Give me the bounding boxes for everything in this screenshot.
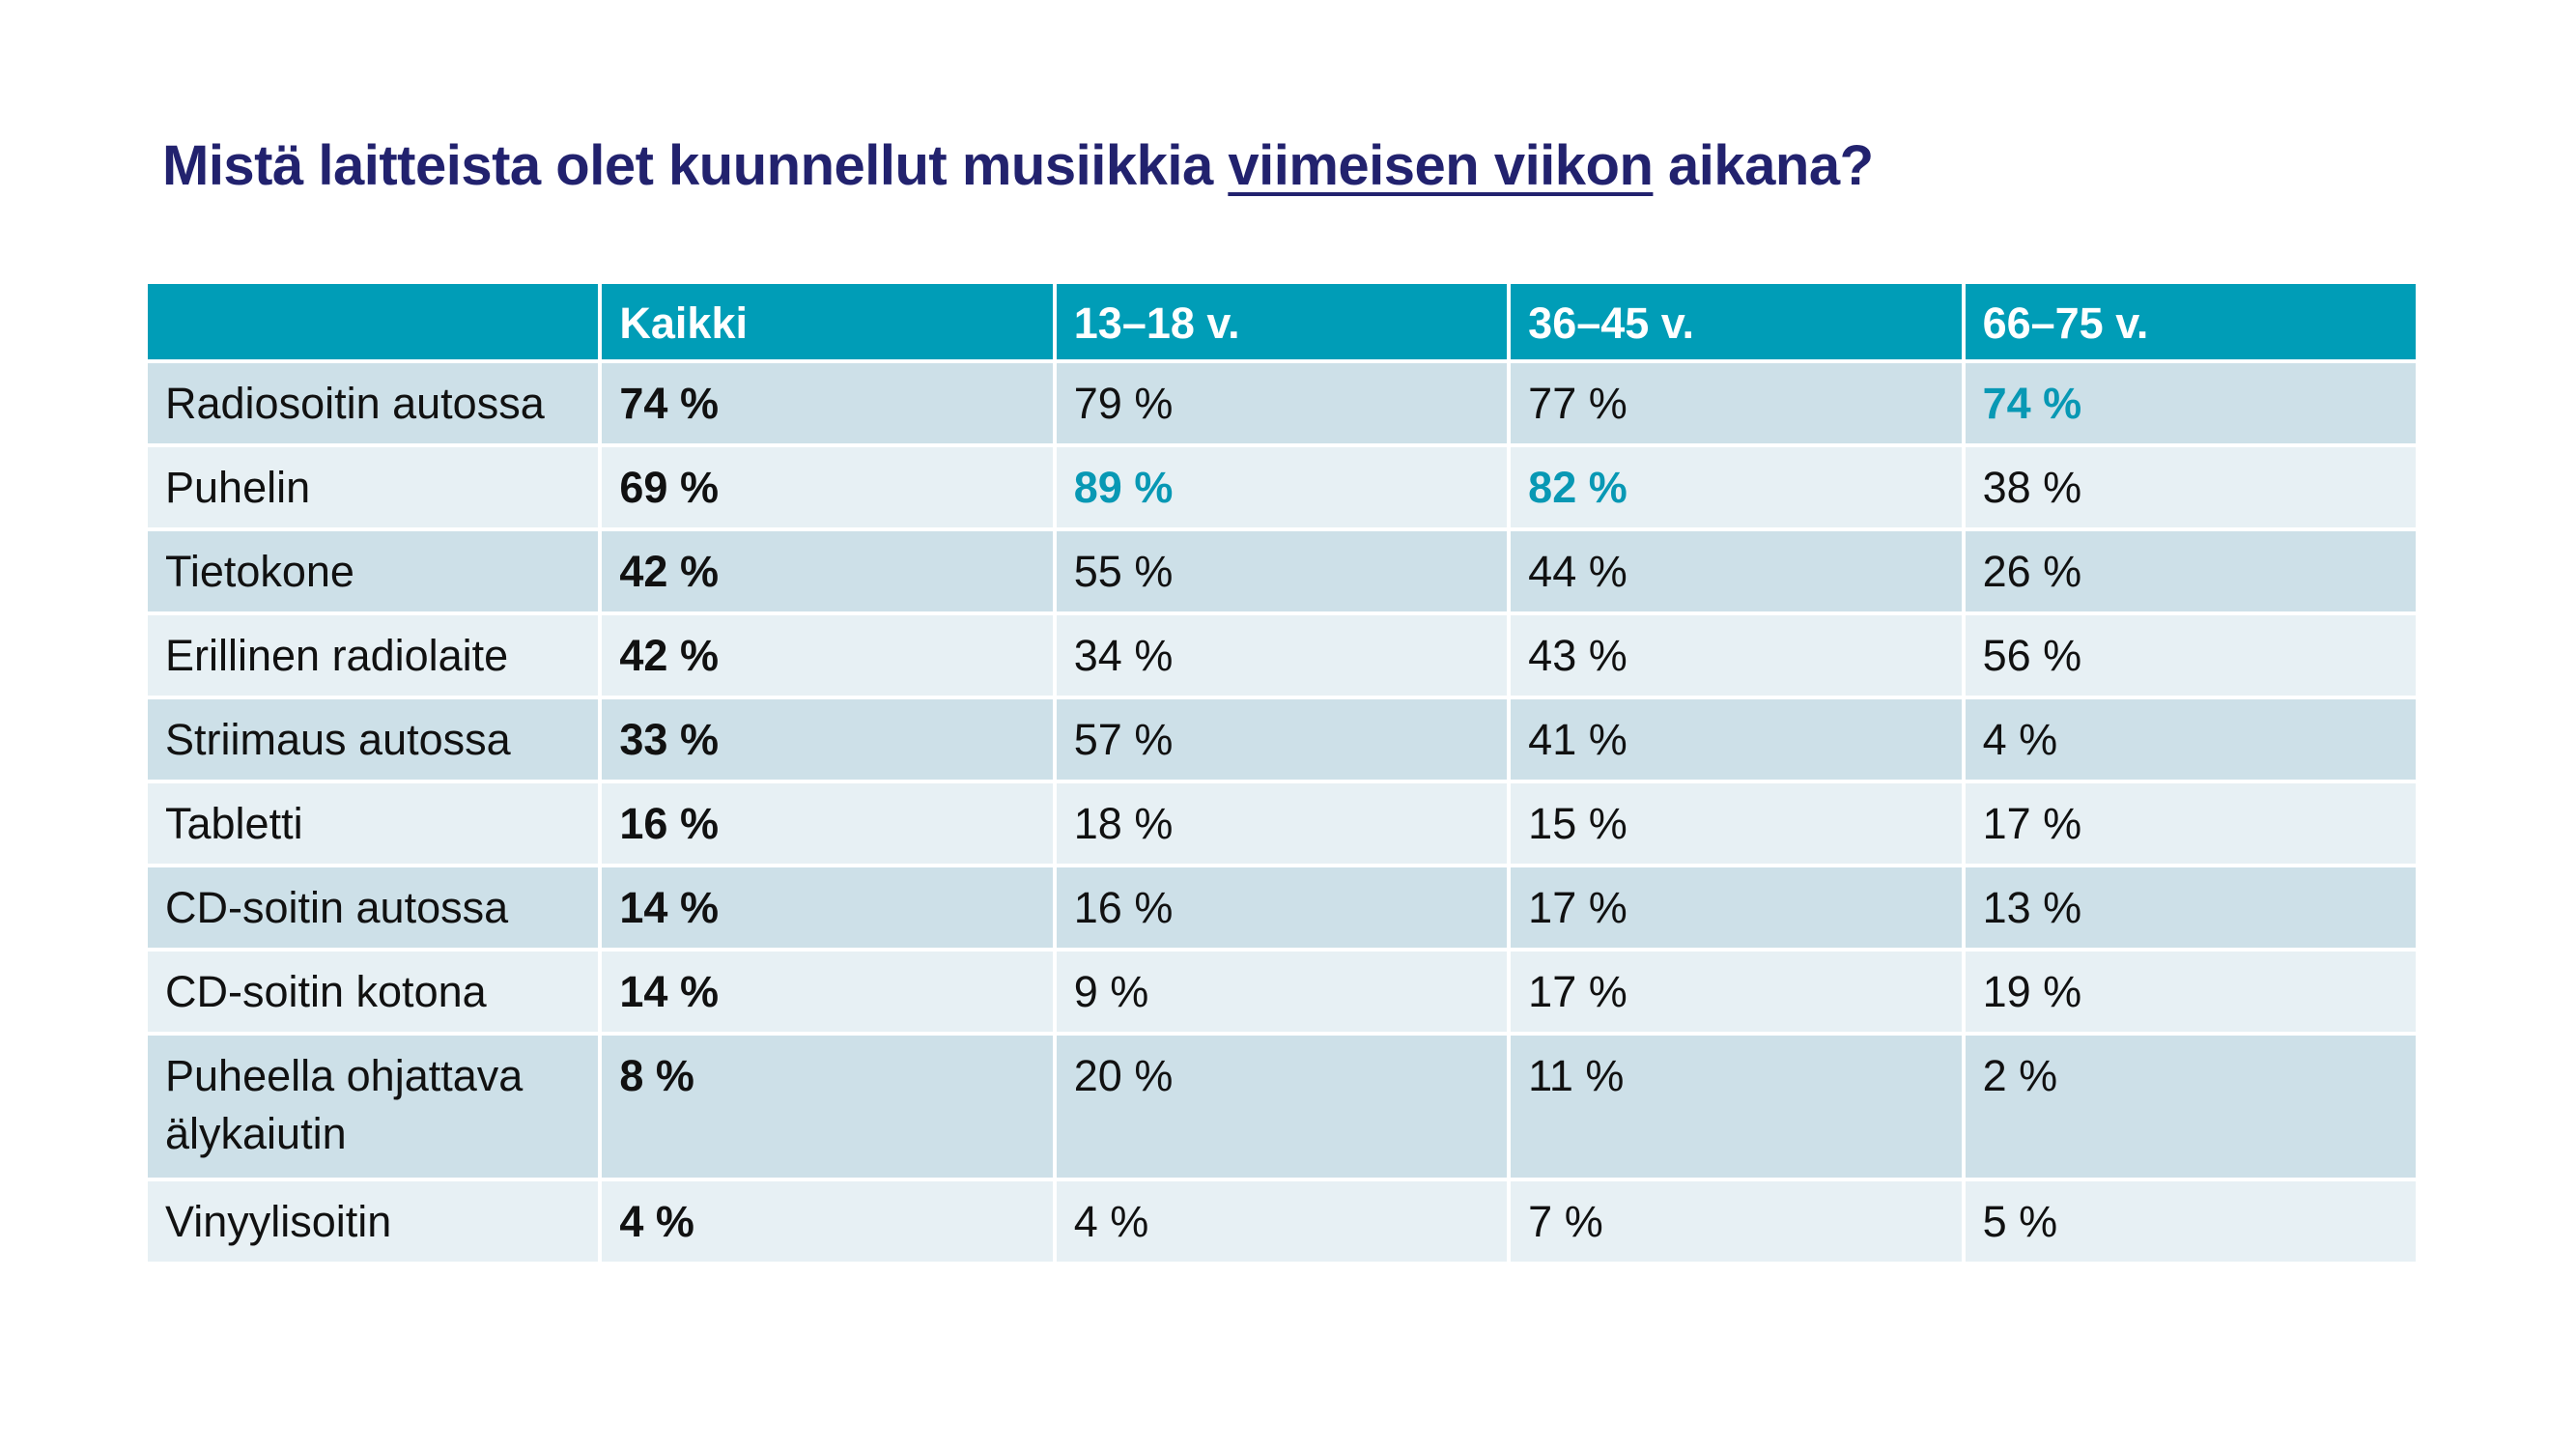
value-cell: 26 % [1961, 527, 2420, 615]
value-cell-kaikki: 42 % [598, 527, 1057, 615]
value-cell-kaikki: 4 % [598, 1178, 1057, 1265]
table-row: Tietokone 42 % 55 % 44 % 26 % [143, 527, 2420, 615]
value-cell: 89 % [1052, 443, 1512, 531]
row-label: Tietokone [143, 527, 603, 615]
value-cell: 57 % [1052, 696, 1512, 783]
row-label: CD-soitin kotona [143, 948, 603, 1036]
value-cell: 19 % [1961, 948, 2420, 1036]
header-cell-36-45: 36–45 v. [1507, 280, 1966, 363]
table-header: Kaikki 13–18 v. 36–45 v. 66–75 v. [143, 280, 2420, 363]
title-text-start: Mistä laitteista olet kuunnellut musiikk… [162, 134, 1229, 197]
row-label: Puhelin [143, 443, 603, 531]
value-cell: 17 % [1961, 780, 2420, 867]
row-label: Radiosoitin autossa [143, 359, 603, 447]
header-row: Kaikki 13–18 v. 36–45 v. 66–75 v. [143, 280, 2420, 363]
value-cell: 41 % [1507, 696, 1966, 783]
table-row: Puhelin 69 % 89 % 82 % 38 % [143, 443, 2420, 531]
value-cell: 34 % [1052, 611, 1512, 699]
value-cell: 77 % [1507, 359, 1966, 447]
row-label: Tabletti [143, 780, 603, 867]
row-label: Vinyylisoitin [143, 1178, 603, 1265]
value-cell-kaikki: 74 % [598, 359, 1057, 447]
data-table: Kaikki 13–18 v. 36–45 v. 66–75 v. Radios… [143, 280, 2420, 1265]
table-row: Puheella ohjattava älykaiutin 8 % 20 % 11 %… [143, 1032, 2420, 1181]
value-cell: 43 % [1507, 611, 1966, 699]
header-cell-kaikki: Kaikki [598, 280, 1057, 363]
value-cell: 74 % [1961, 359, 2420, 447]
value-cell-kaikki: 14 % [598, 864, 1057, 952]
value-cell-kaikki: 69 % [598, 443, 1057, 531]
title-text-underlined: viimeisen viikon [1228, 134, 1654, 197]
value-cell: 4 % [1961, 696, 2420, 783]
value-cell: 16 % [1052, 864, 1512, 952]
table-row: Radiosoitin autossa 74 % 79 % 77 % 74 % [143, 359, 2420, 447]
table-row: CD-soitin kotona 14 % 9 % 17 % 19 % [143, 948, 2420, 1036]
value-cell: 79 % [1052, 359, 1512, 447]
row-label: Puheella ohjattava älykaiutin [143, 1032, 603, 1181]
value-cell: 7 % [1507, 1178, 1966, 1265]
value-cell: 55 % [1052, 527, 1512, 615]
value-cell-kaikki: 33 % [598, 696, 1057, 783]
table-row: CD-soitin autossa 14 % 16 % 17 % 13 % [143, 864, 2420, 952]
row-label: Striimaus autossa [143, 696, 603, 783]
value-cell: 4 % [1052, 1178, 1512, 1265]
table-row: Tabletti 16 % 18 % 15 % 17 % [143, 780, 2420, 867]
header-cell-13-18: 13–18 v. [1052, 280, 1512, 363]
table-body: Radiosoitin autossa 74 % 79 % 77 % 74 % Puhel… [143, 359, 2420, 1265]
value-cell: 56 % [1961, 611, 2420, 699]
value-cell-kaikki: 8 % [598, 1032, 1057, 1181]
row-label: CD-soitin autossa [143, 864, 603, 952]
value-cell-kaikki: 42 % [598, 611, 1057, 699]
value-cell: 82 % [1507, 443, 1966, 531]
value-cell: 13 % [1961, 864, 2420, 952]
value-cell: 20 % [1052, 1032, 1512, 1181]
value-cell: 9 % [1052, 948, 1512, 1036]
page-title: Mistä laitteista olet kuunnellut musiikk… [162, 133, 1874, 198]
header-cell-66-75: 66–75 v. [1961, 280, 2420, 363]
title-text-end: aikana? [1653, 134, 1874, 197]
table-row: Erillinen radiolaite 42 % 34 % 43 % 56 % [143, 611, 2420, 699]
value-cell: 17 % [1507, 864, 1966, 952]
value-cell-kaikki: 14 % [598, 948, 1057, 1036]
value-cell: 15 % [1507, 780, 1966, 867]
table-row: Striimaus autossa 33 % 57 % 41 % 4 % [143, 696, 2420, 783]
value-cell: 44 % [1507, 527, 1966, 615]
table-row: Vinyylisoitin 4 % 4 % 7 % 5 % [143, 1178, 2420, 1265]
header-cell-label [143, 280, 603, 363]
value-cell: 5 % [1961, 1178, 2420, 1265]
value-cell-kaikki: 16 % [598, 780, 1057, 867]
value-cell: 2 % [1961, 1032, 2420, 1181]
value-cell: 38 % [1961, 443, 2420, 531]
value-cell: 11 % [1507, 1032, 1966, 1181]
row-label: Erillinen radiolaite [143, 611, 603, 699]
value-cell: 17 % [1507, 948, 1966, 1036]
value-cell: 18 % [1052, 780, 1512, 867]
